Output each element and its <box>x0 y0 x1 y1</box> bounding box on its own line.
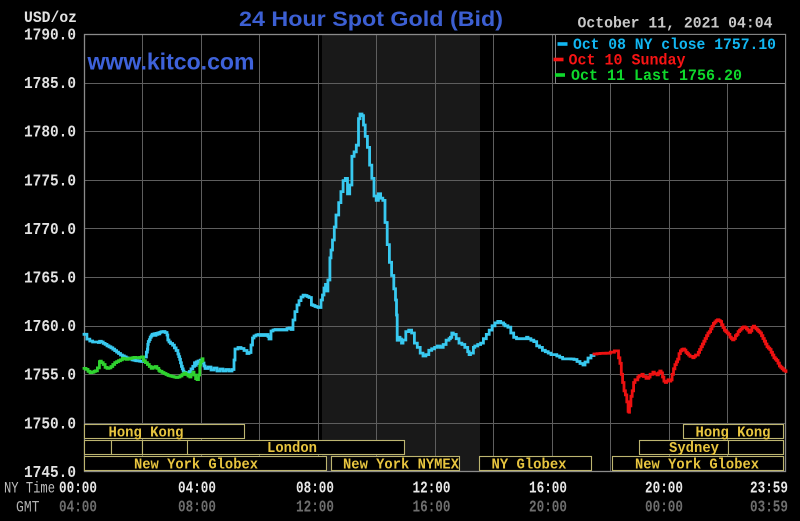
svg-text:New York NYMEX: New York NYMEX <box>343 456 459 473</box>
svg-text:1785.0: 1785.0 <box>24 74 76 93</box>
svg-text:1745.0: 1745.0 <box>24 463 76 482</box>
svg-text:1770.0: 1770.0 <box>24 220 76 239</box>
svg-text:1790.0: 1790.0 <box>24 26 76 45</box>
svg-text:08:00: 08:00 <box>178 499 216 518</box>
svg-text:04:00: 04:00 <box>59 499 97 518</box>
svg-text:Oct 11 Last 1756.20: Oct 11 Last 1756.20 <box>571 67 742 85</box>
svg-text:Hong Kong: Hong Kong <box>696 424 771 441</box>
svg-text:Oct 10 Sunday: Oct 10 Sunday <box>569 52 686 70</box>
svg-text:1755.0: 1755.0 <box>24 366 76 385</box>
svg-text:New York Globex: New York Globex <box>635 456 759 473</box>
svg-text:USD/oz: USD/oz <box>24 9 77 27</box>
svg-text:20:00: 20:00 <box>645 480 683 499</box>
svg-text:NY Globex: NY Globex <box>492 456 567 473</box>
svg-text:October 11, 2021 04:04: October 11, 2021 04:04 <box>578 15 773 33</box>
svg-text:12:00: 12:00 <box>413 480 451 499</box>
svg-text:1765.0: 1765.0 <box>24 269 76 288</box>
svg-text:Hong Kong: Hong Kong <box>109 424 184 441</box>
svg-text:23:59: 23:59 <box>750 480 788 499</box>
svg-text:16:00: 16:00 <box>529 480 567 499</box>
svg-text:24 Hour Spot Gold (Bid): 24 Hour Spot Gold (Bid) <box>239 8 503 31</box>
svg-text:1775.0: 1775.0 <box>24 171 76 190</box>
svg-text:00:00: 00:00 <box>645 499 683 518</box>
svg-text:00:00: 00:00 <box>59 480 97 499</box>
svg-text:NY Time: NY Time <box>4 480 55 498</box>
svg-text:Sydney: Sydney <box>669 440 719 457</box>
svg-text:New York Globex: New York Globex <box>134 456 258 473</box>
svg-text:1780.0: 1780.0 <box>24 123 76 142</box>
svg-text:GMT: GMT <box>16 499 40 517</box>
svg-text:20:00: 20:00 <box>529 499 567 518</box>
svg-text:16:00: 16:00 <box>413 499 451 518</box>
svg-text:04:00: 04:00 <box>178 480 216 499</box>
svg-text:1750.0: 1750.0 <box>24 414 76 433</box>
svg-text:London: London <box>267 440 317 457</box>
svg-text:www.kitco.com: www.kitco.com <box>87 49 255 75</box>
svg-text:12:00: 12:00 <box>296 499 334 518</box>
svg-text:08:00: 08:00 <box>296 480 334 499</box>
svg-text:Oct 08 NY close 1757.10: Oct 08 NY close 1757.10 <box>573 36 776 54</box>
svg-text:1760.0: 1760.0 <box>24 317 76 336</box>
svg-text:03:59: 03:59 <box>750 499 788 518</box>
